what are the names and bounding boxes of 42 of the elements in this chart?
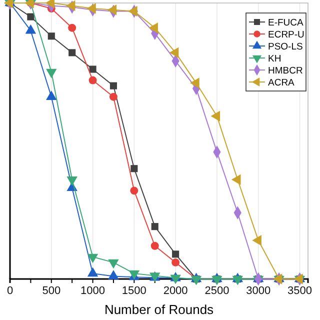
point — [150, 242, 159, 250]
point — [109, 92, 118, 101]
point — [66, 0, 76, 12]
x-tick-label: 2000 — [163, 284, 188, 297]
point — [151, 223, 158, 230]
point — [148, 22, 158, 34]
x-tick-label: 3000 — [246, 284, 271, 297]
point — [231, 174, 241, 186]
point — [172, 258, 180, 266]
x-tick-label: 0 — [6, 284, 14, 297]
x-tick-label: 500 — [42, 284, 61, 297]
point — [172, 250, 180, 258]
point — [27, 13, 34, 20]
x-tick-label: 2500 — [204, 284, 230, 297]
point — [252, 234, 262, 246]
point — [128, 6, 138, 17]
legend-label: E-FUCA — [268, 18, 304, 28]
point — [169, 47, 179, 58]
point — [86, 3, 96, 14]
point — [68, 24, 76, 32]
point — [87, 267, 98, 277]
point — [108, 270, 119, 280]
point — [190, 78, 200, 88]
point — [88, 76, 97, 84]
legend-label: KH — [268, 54, 282, 64]
legend-label: ECRP-U — [268, 30, 305, 40]
legend-label: PSO-LS — [268, 42, 303, 52]
x-axis-title: Number of Rounds — [104, 302, 214, 317]
point — [46, 68, 57, 78]
point — [130, 165, 138, 172]
point — [89, 66, 96, 73]
point — [107, 4, 117, 16]
legend-label: HMBCR — [268, 66, 303, 76]
point — [68, 49, 76, 56]
point — [48, 32, 55, 40]
legend-label: ACRA — [268, 78, 296, 88]
point — [130, 186, 138, 195]
point — [210, 110, 220, 122]
x-tick-label: 1000 — [80, 284, 106, 297]
x-tick-label: 3500 — [287, 284, 312, 297]
point — [110, 82, 118, 90]
x-tick-label: 1500 — [122, 284, 146, 297]
